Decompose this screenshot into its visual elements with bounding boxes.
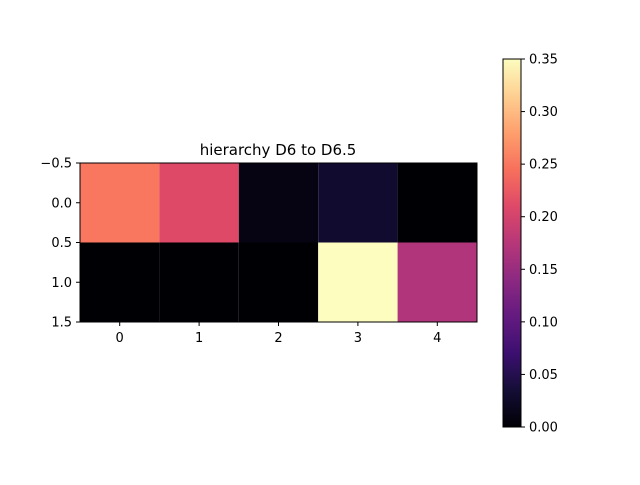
y-tick-label: 1.0 (51, 276, 72, 291)
colorbar-tick-label: 0.15 (529, 263, 558, 278)
colorbar-tick-label: 0.20 (529, 210, 558, 225)
colorbar-tick-label: 0.30 (529, 105, 558, 120)
heatmap-cell-r1-c4 (397, 242, 477, 322)
colorbar-tick-label: 0.35 (529, 53, 558, 68)
heatmap-cell-r1-c2 (238, 242, 319, 322)
y-tick-label: 0.0 (51, 196, 72, 211)
heatmap-cell-r0-c2 (238, 163, 319, 243)
heatmap-cell-r0-c0 (80, 163, 160, 243)
x-tick-label: 4 (433, 331, 441, 346)
colorbar-tick-label: 0.10 (529, 315, 558, 330)
heatmap-cell-r0-c4 (397, 163, 477, 243)
colorbar-tick-label: 0.05 (529, 368, 558, 383)
colorbar-tick-label: 0.00 (529, 421, 558, 436)
heatmap-cell-r1-c1 (159, 242, 239, 322)
chart-title: hierarchy D6 to D6.5 (200, 141, 357, 159)
heatmap-cell-r1-c0 (80, 242, 160, 322)
heatmap-cell-r1-c3 (318, 242, 398, 322)
x-tick-label: 0 (116, 331, 124, 346)
colorbar-gradient (503, 59, 521, 427)
colorbar-tick-label: 0.25 (529, 158, 558, 173)
y-tick-label: 1.5 (51, 316, 72, 331)
x-tick-label: 2 (274, 331, 282, 346)
heatmap-cell-r0-c3 (318, 163, 398, 243)
colorbar-frame (502, 58, 522, 428)
y-tick-label: 0.5 (51, 236, 72, 251)
heatmap-cell-r0-c1 (159, 163, 239, 243)
y-tick-label: −0.5 (40, 157, 72, 172)
heatmap-axes: 0 1 2 3 4 −0.5 0.0 0.5 1.0 1.5 (40, 157, 478, 346)
colorbar: 0.00 0.05 0.10 0.15 0.20 0.25 0.30 0.35 (502, 53, 558, 436)
x-tick-label: 1 (195, 331, 203, 346)
heatmap-cells (80, 163, 477, 322)
x-tick-label: 3 (354, 331, 362, 346)
